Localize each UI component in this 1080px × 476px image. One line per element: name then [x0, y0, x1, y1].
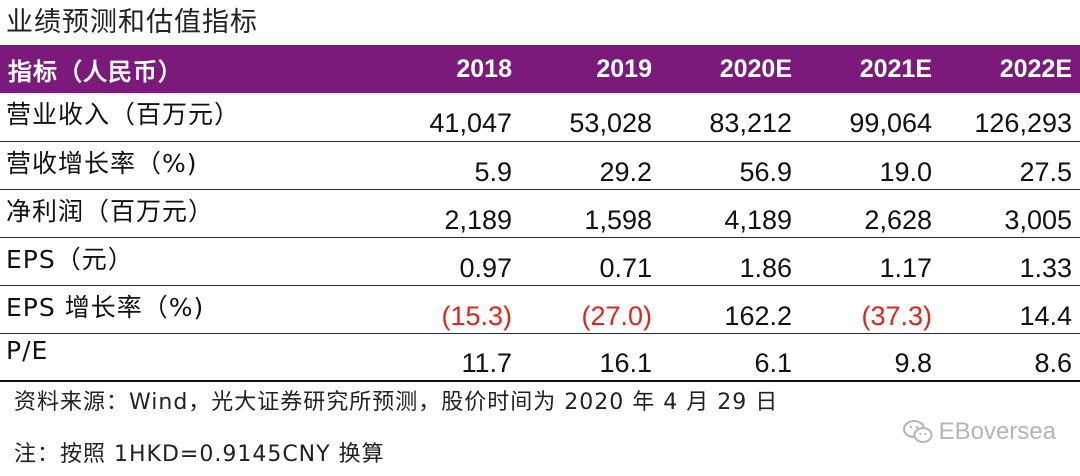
table-cell: 126,293: [974, 108, 1072, 139]
conversion-note: 注：按照 1HKD=0.9145CNY 换算: [14, 442, 385, 467]
table-cell: 0.97: [459, 252, 512, 283]
table-cell: 41,047: [429, 108, 512, 139]
table-cell: 0.71: [599, 252, 652, 283]
table-cell: 4,189: [724, 204, 792, 235]
table-cell: 2,628: [864, 204, 932, 235]
row-label-eps-growth: EPS 增长率（%): [6, 292, 205, 322]
table-cell: 9.8: [894, 348, 932, 379]
table-header-row: 指标（人民币） 2018 2019 2020E 2021E 2022E: [0, 45, 1080, 93]
row-label-net-profit: 净利润（百万元）: [6, 196, 215, 226]
table-cell-negative: (27.0): [581, 300, 652, 331]
header-2018: 2018: [456, 54, 512, 83]
table-cell: 6.1: [754, 348, 792, 379]
row-label-revenue: 营业收入（百万元）: [6, 100, 241, 129]
table-row: EPS 增长率（%) (15.3) (27.0) 162.2 (37.3) 14…: [0, 285, 1080, 333]
table-cell: 5.9: [474, 156, 512, 187]
table-cell: 29.2: [599, 156, 652, 187]
source-note: 资料来源：Wind，光大证券研究所预测，股价时间为 2020 年 4 月 29 …: [14, 390, 779, 415]
table-cell: 56.9: [739, 156, 792, 187]
watermark-text: EBoversea: [938, 418, 1056, 445]
table-cell-negative: (37.3): [861, 300, 932, 331]
table-cell: 99,064: [849, 108, 932, 139]
table-cell: 83,212: [709, 108, 792, 139]
table-row: EPS（元） 0.97 0.71 1.86 1.17 1.33: [0, 237, 1080, 285]
table-cell: 1,598: [584, 204, 652, 235]
table-cell: 53,028: [569, 108, 652, 139]
page-title: 业绩预测和估值指标: [6, 7, 258, 38]
header-2019: 2019: [596, 54, 652, 83]
table-cell: 19.0: [879, 156, 932, 187]
table-cell: 1.33: [1019, 252, 1072, 283]
table-row: P/E 11.7 16.1 6.1 9.8 8.6: [0, 333, 1080, 381]
wechat-icon: [902, 420, 933, 443]
watermark: EBoversea: [902, 418, 1056, 446]
table-cell: 1.86: [739, 252, 792, 283]
table-cell: 14.4: [1019, 300, 1072, 331]
forecast-valuation-table: 指标（人民币） 2018 2019 2020E 2021E 2022E 营业收入…: [0, 45, 1080, 382]
table-cell: 8.6: [1034, 348, 1072, 379]
table-row: 营业收入（百万元） 41,047 53,028 83,212 99,064 12…: [0, 93, 1080, 141]
row-label-pe: P/E: [6, 335, 49, 365]
table-cell: 2,189: [444, 204, 512, 235]
header-2021e: 2021E: [859, 54, 932, 83]
row-label-eps: EPS（元）: [6, 244, 134, 274]
table-cell: 11.7: [461, 348, 512, 379]
table-cell: 16.1: [599, 348, 652, 379]
row-label-revenue-growth: 营收增长率（%): [6, 148, 198, 178]
header-2022e: 2022E: [999, 54, 1072, 83]
table-row: 营收增长率（%) 5.9 29.2 56.9 19.0 27.5: [0, 141, 1080, 189]
table-cell: 3,005: [1004, 204, 1072, 235]
header-2020e: 2020E: [719, 54, 792, 83]
table-cell: 1.17: [879, 252, 932, 283]
header-indicator: 指标（人民币）: [8, 57, 183, 86]
table-row: 净利润（百万元） 2,189 1,598 4,189 2,628 3,005: [0, 189, 1080, 237]
table-cell: 27.5: [1019, 156, 1072, 187]
table-cell-negative: (15.3): [441, 300, 512, 331]
table-cell: 162.2: [724, 300, 792, 331]
